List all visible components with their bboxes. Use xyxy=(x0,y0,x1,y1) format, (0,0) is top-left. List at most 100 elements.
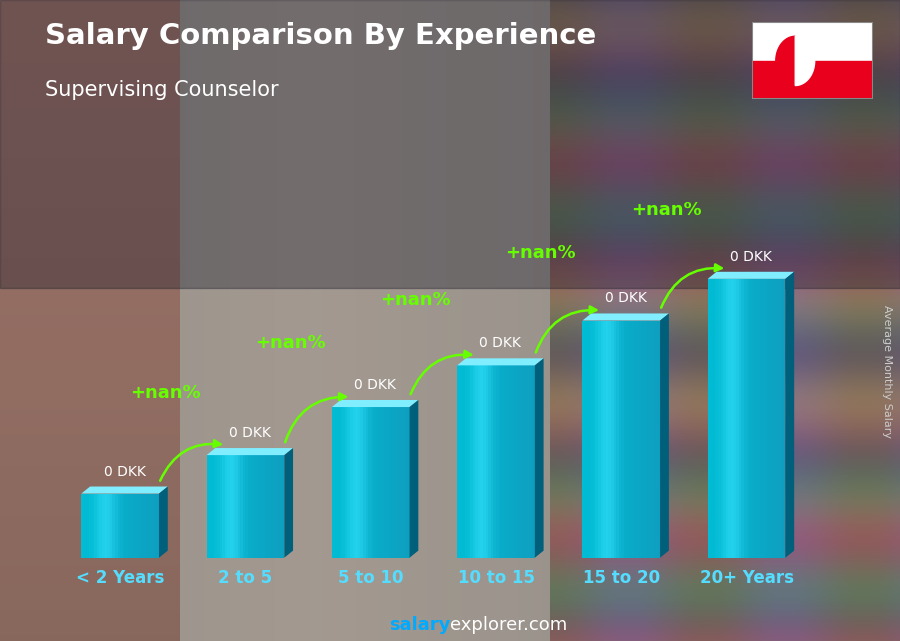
Bar xyxy=(590,320,593,558)
Bar xyxy=(501,365,504,558)
Bar xyxy=(400,407,401,558)
Bar xyxy=(718,279,721,558)
Bar xyxy=(783,279,786,558)
Bar xyxy=(647,320,650,558)
Bar xyxy=(509,365,511,558)
Bar xyxy=(734,279,736,558)
Text: Supervising Counselor: Supervising Counselor xyxy=(45,80,279,100)
Bar xyxy=(392,407,394,558)
Bar xyxy=(209,455,212,558)
Bar xyxy=(517,365,519,558)
Bar xyxy=(104,494,107,558)
Bar xyxy=(765,279,768,558)
Bar xyxy=(133,494,136,558)
Text: +nan%: +nan% xyxy=(255,334,326,352)
Bar xyxy=(151,494,154,558)
Bar xyxy=(261,455,264,558)
Text: explorer.com: explorer.com xyxy=(450,616,567,634)
Bar xyxy=(634,320,637,558)
Bar xyxy=(530,365,532,558)
Bar xyxy=(386,407,389,558)
Bar xyxy=(532,365,535,558)
Bar xyxy=(499,365,501,558)
Bar xyxy=(276,455,279,558)
Bar xyxy=(207,455,209,558)
Bar xyxy=(652,320,655,558)
Bar xyxy=(154,494,157,558)
Bar xyxy=(389,407,392,558)
Bar xyxy=(710,279,713,558)
Bar xyxy=(353,407,356,558)
Polygon shape xyxy=(786,272,794,558)
Bar xyxy=(713,279,716,558)
Bar xyxy=(775,279,778,558)
Polygon shape xyxy=(284,448,293,558)
Bar xyxy=(89,494,92,558)
Bar xyxy=(637,320,639,558)
Bar xyxy=(235,455,238,558)
Bar xyxy=(744,279,747,558)
Bar xyxy=(404,407,407,558)
Bar xyxy=(611,320,614,558)
Bar xyxy=(81,494,84,558)
Bar xyxy=(491,365,493,558)
Bar xyxy=(486,365,488,558)
Bar xyxy=(217,455,220,558)
Bar xyxy=(588,320,590,558)
Bar xyxy=(121,494,122,558)
Bar xyxy=(228,455,230,558)
Bar xyxy=(716,279,718,558)
Bar xyxy=(376,407,379,558)
Bar xyxy=(130,494,133,558)
Bar xyxy=(629,320,632,558)
Bar xyxy=(148,494,151,558)
Bar xyxy=(460,365,463,558)
Bar xyxy=(757,279,760,558)
Bar xyxy=(115,494,118,558)
Bar xyxy=(731,279,734,558)
Bar xyxy=(222,455,225,558)
Bar xyxy=(527,365,530,558)
Bar xyxy=(112,494,115,558)
Text: +nan%: +nan% xyxy=(380,290,451,309)
Bar xyxy=(747,279,749,558)
Bar xyxy=(335,407,338,558)
Text: 0 DKK: 0 DKK xyxy=(104,465,146,478)
Bar xyxy=(139,494,141,558)
Bar xyxy=(644,320,647,558)
Text: 0 DKK: 0 DKK xyxy=(480,337,521,350)
Bar xyxy=(606,320,608,558)
Bar xyxy=(754,279,757,558)
Bar xyxy=(658,320,660,558)
Bar xyxy=(457,365,460,558)
Bar xyxy=(258,455,261,558)
Bar xyxy=(345,407,347,558)
Bar xyxy=(110,494,112,558)
Polygon shape xyxy=(457,358,544,365)
Bar xyxy=(338,407,339,558)
Bar xyxy=(248,455,250,558)
Bar xyxy=(264,455,266,558)
Bar xyxy=(707,279,710,558)
Bar xyxy=(100,494,102,558)
Bar xyxy=(143,494,146,558)
Bar xyxy=(752,61,873,99)
Bar xyxy=(363,407,365,558)
Bar xyxy=(593,320,596,558)
Bar xyxy=(762,279,765,558)
Bar xyxy=(383,407,386,558)
Bar xyxy=(125,494,128,558)
Bar xyxy=(0,0,900,288)
Bar xyxy=(768,279,769,558)
Bar xyxy=(632,320,634,558)
Bar xyxy=(118,494,121,558)
Bar xyxy=(94,494,97,558)
Bar xyxy=(728,279,731,558)
Bar xyxy=(752,279,754,558)
Bar xyxy=(107,494,110,558)
Bar xyxy=(146,494,148,558)
Bar xyxy=(350,407,353,558)
Bar xyxy=(342,407,345,558)
Polygon shape xyxy=(707,272,794,279)
Text: salary: salary xyxy=(389,616,450,634)
